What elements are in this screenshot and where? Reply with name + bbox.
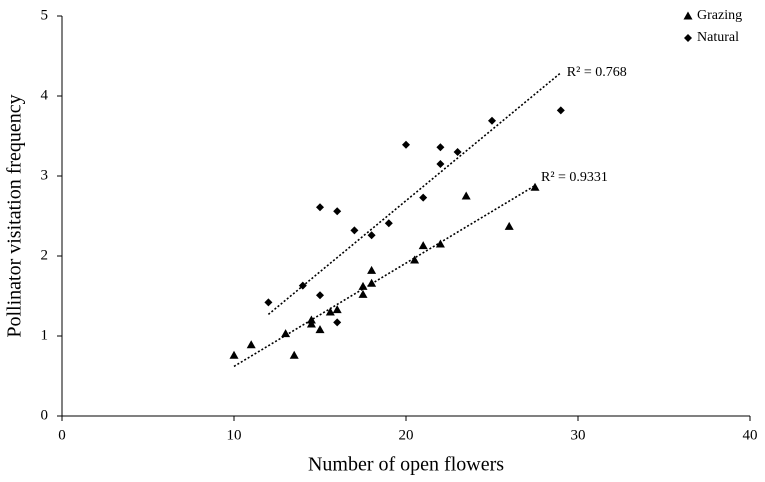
x-tick-label: 30 — [571, 427, 586, 443]
legend-marker — [684, 34, 692, 42]
y-tick-label: 1 — [41, 327, 49, 343]
y-tick-label: 2 — [41, 247, 49, 263]
trendline — [267, 72, 562, 316]
point — [246, 340, 256, 349]
y-axis-label: Pollinator visitation frequency — [4, 94, 26, 337]
point — [316, 291, 324, 300]
point — [264, 298, 273, 307]
point — [358, 281, 368, 290]
point — [436, 160, 445, 168]
point — [419, 193, 428, 202]
point — [367, 231, 376, 240]
point — [461, 191, 471, 200]
point — [530, 182, 540, 191]
point — [488, 116, 496, 125]
point — [315, 325, 325, 334]
x-tick-label: 10 — [227, 427, 242, 443]
point — [306, 319, 316, 328]
point — [281, 329, 291, 338]
y-tick-label: 0 — [41, 407, 49, 423]
point — [316, 203, 324, 212]
y-tick-label: 4 — [41, 87, 49, 103]
point — [325, 307, 335, 316]
point — [418, 241, 428, 250]
point — [333, 318, 342, 327]
r2-label: R² = 0.9331 — [541, 170, 608, 185]
x-axis-label: Number of open flowers — [308, 454, 504, 476]
legend-marker — [683, 11, 693, 20]
point — [504, 221, 514, 230]
trendline — [233, 184, 536, 368]
point — [289, 350, 299, 359]
r2-label: R² = 0.768 — [567, 65, 627, 80]
legend-label: Natural — [697, 30, 739, 45]
point — [367, 278, 377, 287]
x-tick-label: 20 — [399, 427, 414, 443]
point — [332, 305, 342, 314]
y-tick-label: 3 — [41, 167, 49, 183]
point — [435, 239, 445, 248]
x-tick-label: 0 — [58, 427, 66, 443]
point — [298, 281, 307, 290]
point — [333, 207, 342, 216]
x-tick-label: 40 — [743, 427, 758, 443]
legend-label: Grazing — [697, 8, 742, 23]
point — [402, 140, 410, 149]
point — [410, 255, 420, 264]
point — [556, 106, 565, 115]
point — [384, 219, 393, 228]
point — [436, 143, 445, 152]
y-tick-label: 5 — [41, 7, 49, 23]
point — [453, 148, 462, 156]
point — [358, 289, 368, 298]
point — [229, 350, 239, 359]
point — [350, 226, 359, 235]
point — [367, 265, 377, 274]
